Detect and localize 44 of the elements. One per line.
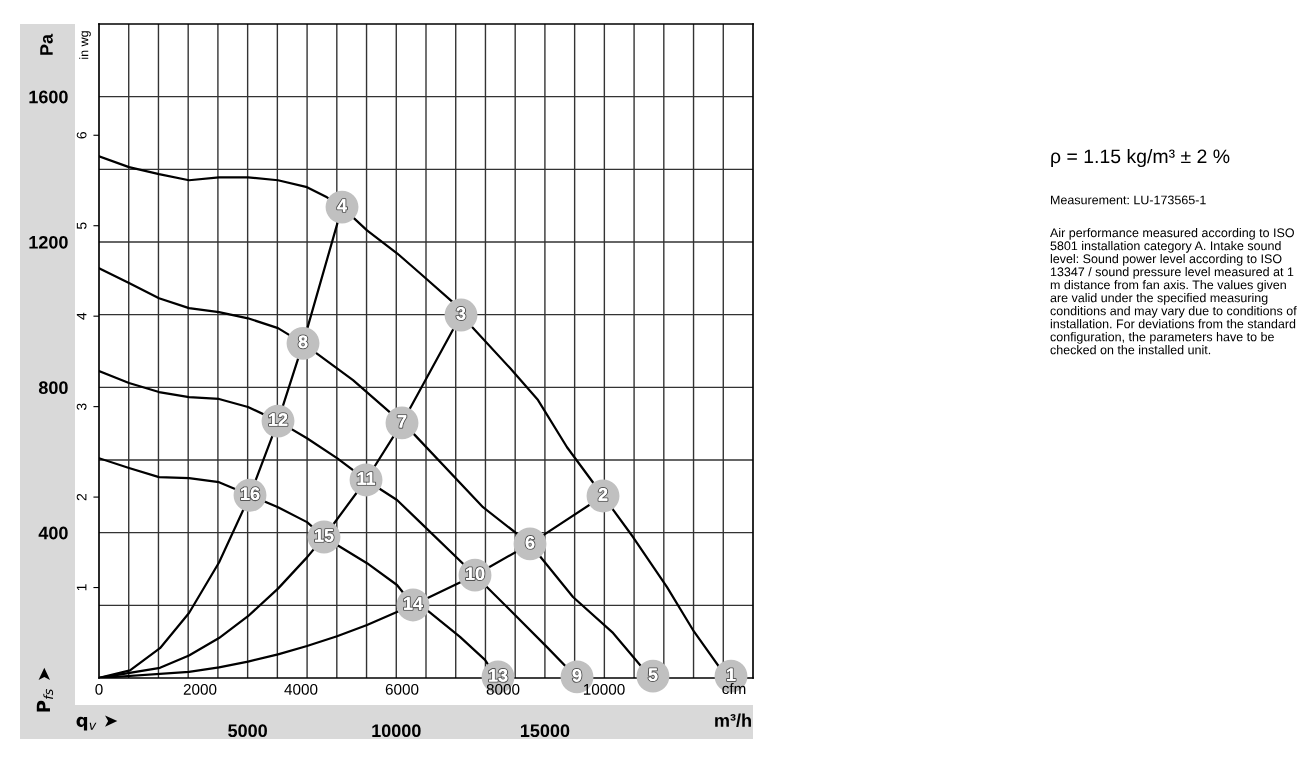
y2-tick-label: 2 bbox=[76, 493, 87, 501]
y2-tick-label: 6 bbox=[76, 132, 87, 139]
x2-tick-label: 10000 bbox=[583, 683, 625, 695]
annotation: 7 bbox=[397, 415, 407, 428]
x2-axis-title: cfm bbox=[722, 682, 746, 695]
annotation: 9 bbox=[572, 668, 582, 682]
y-tick-label: 1600 bbox=[29, 90, 68, 104]
annotation: 16 bbox=[241, 487, 260, 501]
y-tick-label: 800 bbox=[38, 381, 68, 395]
text: P$_{fs}$ ➤ bbox=[36, 667, 54, 712]
y-tick-label: 400 bbox=[38, 526, 68, 540]
y-tick-label: 1200 bbox=[29, 235, 68, 249]
x2-tick-label: 6000 bbox=[385, 683, 419, 695]
annotation: 10 bbox=[466, 567, 485, 581]
annotation: 5 bbox=[648, 668, 658, 682]
text: q$_{v}$ ➤ bbox=[76, 715, 118, 731]
y2-tick-label: 3 bbox=[76, 403, 87, 410]
text: ρ = 1.15 kg/m³ ± 2 % bbox=[1051, 148, 1230, 168]
annotation: 13 bbox=[489, 668, 508, 682]
text: Air performance measured according to ISO 5801 installation category A. Intake sound level: Sound power level according to ISO 13347 / sound pressure level measured at 1 m distance from fan axis. The values given are valid under the specified measuring conditions and may vary due to conditions of installation. For deviations from the standard configuration, the parameters have to be checked on the installed unit. bbox=[1050, 228, 1297, 355]
annotation: 2 bbox=[598, 488, 608, 501]
annotation: 8 bbox=[298, 335, 308, 349]
annotation: 3 bbox=[456, 307, 466, 320]
x2-tick-label: 4000 bbox=[284, 683, 318, 695]
y-axis-title: Pa bbox=[40, 33, 53, 55]
annotation: 1 bbox=[727, 668, 736, 681]
x-tick-label: 15000 bbox=[520, 724, 570, 738]
y2-tick-label: 4 bbox=[76, 312, 87, 320]
annotation: 11 bbox=[357, 472, 376, 485]
y2-tick-label: 5 bbox=[76, 222, 87, 230]
annotation: 12 bbox=[269, 413, 288, 426]
annotation: 15 bbox=[315, 529, 334, 542]
x2-tick-label: 8000 bbox=[486, 683, 520, 695]
x-axis-title: m³/h bbox=[715, 713, 751, 728]
x-tick-label: 5000 bbox=[228, 724, 267, 738]
annotation: 14 bbox=[404, 597, 423, 610]
y2-axis-title: in wg bbox=[79, 31, 91, 59]
x-tick-label: 10000 bbox=[372, 724, 421, 738]
text: Measurement: LU-173565-1 bbox=[1051, 195, 1206, 205]
annotation: 6 bbox=[525, 535, 535, 549]
y2-tick-label: 1 bbox=[76, 584, 87, 591]
x2-tick-label: 2000 bbox=[183, 683, 217, 695]
x2-tick-label: 0 bbox=[95, 683, 103, 695]
annotation: 4 bbox=[337, 199, 347, 212]
